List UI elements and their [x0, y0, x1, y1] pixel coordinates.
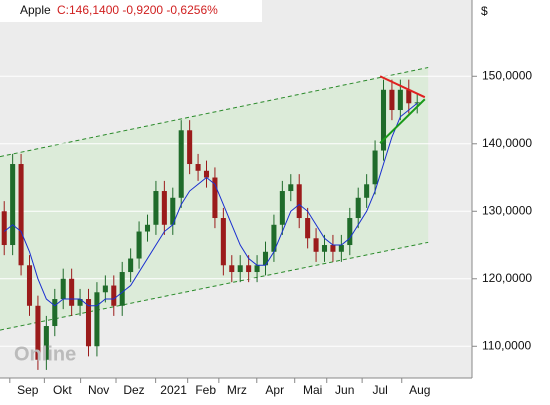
candle-body: [60, 278, 66, 300]
x-tick-label: Nov: [88, 383, 109, 397]
candle-body: [10, 164, 16, 246]
x-tick-label: Feb: [195, 383, 216, 397]
x-tick-label: Jun: [335, 383, 354, 397]
candle-body: [119, 272, 125, 306]
x-tick-label: Jul: [372, 383, 387, 397]
candle-body: [279, 191, 285, 225]
candle-body: [288, 184, 294, 192]
candle-body: [178, 130, 184, 198]
y-axis-area: [472, 0, 550, 400]
candle-body: [271, 224, 277, 252]
candle-body: [187, 130, 193, 165]
candle-body: [305, 218, 311, 239]
currency: $: [481, 4, 488, 18]
logo: Online: [14, 343, 76, 365]
candle-body: [372, 150, 378, 185]
candle-body: [136, 231, 142, 259]
candle-body: [229, 265, 235, 273]
candle-body: [380, 89, 387, 151]
x-tick-label: Sep: [17, 383, 39, 397]
candle-body: [364, 184, 370, 198]
candle-body: [144, 224, 151, 232]
x-tick-label: 2021: [160, 383, 187, 397]
candle-body: [414, 102, 420, 104]
candle-body: [220, 218, 226, 266]
candle-body: [52, 299, 58, 327]
candle-body: [85, 299, 92, 347]
candle-body: [153, 191, 159, 225]
candle-body: [43, 326, 49, 360]
candle-body: [237, 265, 243, 273]
quote: C:146,1400 -0,9200 -0,6256%: [57, 3, 218, 17]
candle-body: [296, 184, 302, 219]
y-tick-label: 130,0000: [482, 203, 532, 217]
candle-body: [355, 197, 361, 219]
header-bg: [0, 0, 262, 22]
candle-body: [246, 265, 252, 273]
y-tick-label: 150,0000: [482, 68, 532, 82]
candle-body: [330, 245, 336, 252]
candle-body: [389, 89, 395, 111]
y-tick-label: 140,0000: [482, 136, 532, 150]
candle-body: [69, 278, 75, 306]
candle-body: [128, 258, 134, 273]
candle-body: [170, 197, 176, 225]
candle-body: [111, 285, 117, 306]
moving-average: [3, 102, 418, 307]
y-tick-label: 120,0000: [482, 271, 532, 285]
candle-body: [347, 218, 353, 246]
trendline: [379, 75, 426, 99]
x-tick-label: Aug: [409, 383, 430, 397]
candle-body: [161, 191, 167, 225]
candle-body: [203, 170, 210, 178]
candle-body: [35, 305, 41, 360]
candle-body: [338, 245, 344, 252]
candle-body: [313, 238, 319, 252]
candle-body: [102, 285, 108, 293]
candle-body: [195, 164, 201, 171]
candle-body: [262, 251, 269, 266]
channel-line: [0, 67, 429, 158]
symbol: Apple: [20, 3, 51, 17]
x-tick-label: Okt: [53, 383, 72, 397]
candle-body: [406, 89, 412, 104]
candle-body: [212, 177, 218, 219]
candle-body: [1, 211, 7, 246]
candle-body: [321, 245, 328, 252]
x-tick-label: Apr: [265, 383, 284, 397]
x-axis-area: [0, 378, 472, 400]
candle-body: [77, 299, 83, 306]
x-tick-label: Mai: [303, 383, 322, 397]
x-tick-label: Dez: [123, 383, 144, 397]
y-tick-label: 110,0000: [482, 338, 531, 352]
candle-body: [18, 164, 24, 266]
candle-body: [26, 265, 33, 306]
candle-body: [397, 89, 403, 111]
x-tick-label: Mrz: [227, 383, 247, 397]
candle-body: [94, 292, 100, 347]
candle-body: [254, 265, 260, 273]
trendline: [379, 98, 426, 144]
